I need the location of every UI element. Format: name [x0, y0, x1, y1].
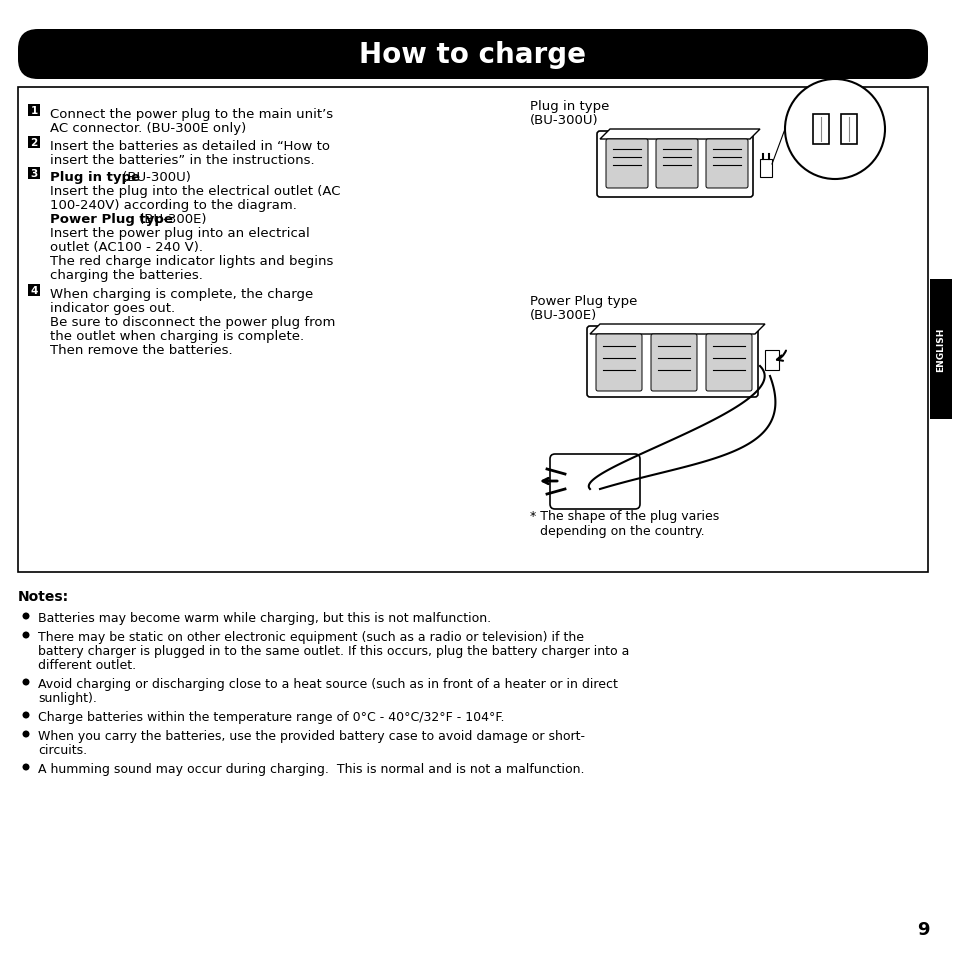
Circle shape: [23, 712, 30, 719]
Text: Batteries may become warm while charging, but this is not malfunction.: Batteries may become warm while charging…: [38, 612, 491, 624]
Text: Notes:: Notes:: [18, 589, 69, 603]
Circle shape: [23, 763, 30, 771]
Text: (BU-300E): (BU-300E): [530, 309, 597, 322]
Text: 100-240V) according to the diagram.: 100-240V) according to the diagram.: [50, 199, 296, 212]
FancyBboxPatch shape: [18, 30, 927, 80]
Polygon shape: [599, 130, 760, 140]
FancyBboxPatch shape: [650, 335, 697, 392]
Polygon shape: [589, 325, 764, 335]
Text: Charge batteries within the temperature range of 0°C - 40°C/32°F - 104°F.: Charge batteries within the temperature …: [38, 710, 504, 723]
Text: 4: 4: [30, 286, 38, 295]
Text: charging the batteries.: charging the batteries.: [50, 269, 203, 282]
Text: There may be static on other electronic equipment (such as a radio or television: There may be static on other electronic …: [38, 630, 583, 643]
Text: Avoid charging or discharging close to a heat source (such as in front of a heat: Avoid charging or discharging close to a…: [38, 678, 618, 690]
Bar: [929, 280, 951, 419]
FancyBboxPatch shape: [596, 335, 641, 392]
Text: sunlight).: sunlight).: [38, 691, 97, 704]
Text: * The shape of the plug varies: * The shape of the plug varies: [530, 510, 719, 522]
FancyBboxPatch shape: [605, 140, 647, 189]
Text: Then remove the batteries.: Then remove the batteries.: [50, 344, 233, 356]
Text: Insert the plug into the electrical outlet (AC: Insert the plug into the electrical outl…: [50, 185, 340, 198]
FancyBboxPatch shape: [597, 132, 752, 198]
Bar: [841, 115, 856, 145]
Text: (BU-300U): (BU-300U): [530, 113, 598, 127]
Text: 9: 9: [917, 920, 929, 938]
Text: Insert the batteries as detailed in “How to: Insert the batteries as detailed in “How…: [50, 140, 330, 152]
Text: indicator goes out.: indicator goes out.: [50, 302, 175, 314]
FancyBboxPatch shape: [705, 140, 747, 189]
Bar: [28, 168, 40, 180]
Text: The red charge indicator lights and begins: The red charge indicator lights and begi…: [50, 254, 333, 268]
Text: 1: 1: [30, 106, 37, 116]
Bar: [28, 137, 40, 149]
Bar: [18, 88, 927, 573]
Text: (BU-300E): (BU-300E): [135, 213, 207, 226]
Bar: [760, 160, 771, 178]
Text: (BU-300U): (BU-300U): [118, 171, 191, 184]
Text: Insert the power plug into an electrical: Insert the power plug into an electrical: [50, 227, 310, 240]
FancyBboxPatch shape: [587, 479, 612, 499]
Bar: [764, 351, 779, 371]
Text: 2: 2: [30, 138, 37, 148]
Text: AC connector. (BU-300E only): AC connector. (BU-300E only): [50, 122, 246, 135]
Text: Power Plug type: Power Plug type: [530, 294, 637, 308]
FancyBboxPatch shape: [586, 327, 758, 397]
Text: Be sure to disconnect the power plug from: Be sure to disconnect the power plug fro…: [50, 315, 335, 329]
Text: the outlet when charging is complete.: the outlet when charging is complete.: [50, 330, 304, 343]
Text: insert the batteries” in the instructions.: insert the batteries” in the instruction…: [50, 153, 314, 167]
FancyBboxPatch shape: [656, 140, 698, 189]
Bar: [28, 285, 40, 296]
FancyBboxPatch shape: [550, 455, 639, 510]
Text: different outlet.: different outlet.: [38, 659, 136, 671]
Text: circuits.: circuits.: [38, 743, 87, 757]
Text: Plug in type: Plug in type: [50, 171, 140, 184]
Circle shape: [23, 632, 30, 639]
Text: When charging is complete, the charge: When charging is complete, the charge: [50, 288, 313, 301]
Text: depending on the country.: depending on the country.: [539, 524, 704, 537]
Text: How to charge: How to charge: [359, 41, 586, 69]
Text: battery charger is plugged in to the same outlet. If this occurs, plug the batte: battery charger is plugged in to the sam…: [38, 644, 629, 658]
Text: Plug in type: Plug in type: [530, 100, 609, 112]
Circle shape: [23, 679, 30, 686]
Text: Power Plug type: Power Plug type: [50, 213, 172, 226]
Text: 3: 3: [30, 169, 37, 179]
Bar: [28, 105, 40, 117]
Text: Connect the power plug to the main unit’s: Connect the power plug to the main unit’…: [50, 108, 333, 121]
Text: ENGLISH: ENGLISH: [936, 328, 944, 372]
Circle shape: [784, 80, 884, 180]
Circle shape: [23, 613, 30, 619]
Bar: [812, 115, 828, 145]
Text: outlet (AC100 - 240 V).: outlet (AC100 - 240 V).: [50, 241, 203, 253]
FancyBboxPatch shape: [705, 335, 751, 392]
Text: A humming sound may occur during charging.  This is normal and is not a malfunct: A humming sound may occur during chargin…: [38, 762, 584, 775]
Circle shape: [23, 731, 30, 738]
Text: When you carry the batteries, use the provided battery case to avoid damage or s: When you carry the batteries, use the pr…: [38, 729, 584, 742]
